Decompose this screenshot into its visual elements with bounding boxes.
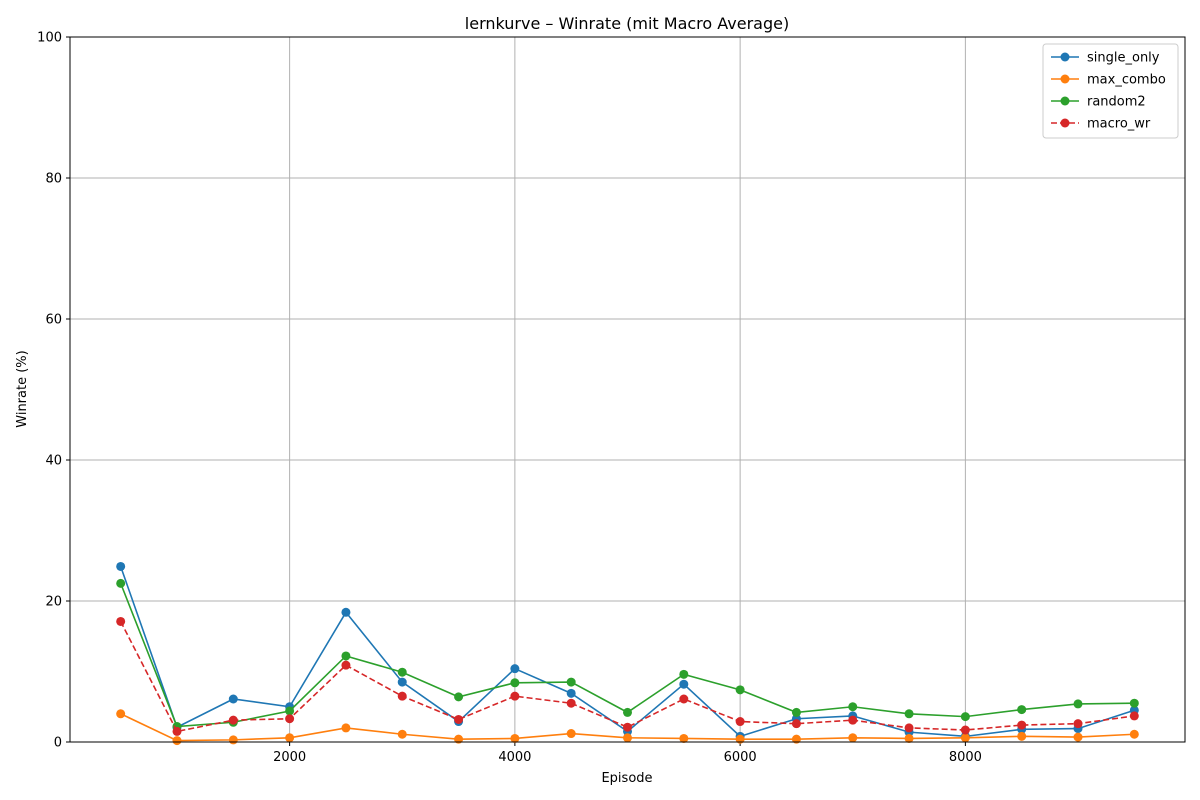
data-point-max_combo <box>1129 729 1139 739</box>
data-point-max_combo <box>285 733 295 743</box>
series-random2 <box>116 578 1139 731</box>
chart-title: lernkurve – Winrate (mit Macro Average) <box>465 14 789 33</box>
data-point-single_only <box>397 677 407 687</box>
x-tick-label: 2000 <box>273 750 306 765</box>
data-point-random2 <box>116 578 126 588</box>
data-point-max_combo <box>1017 731 1027 741</box>
data-point-single_only <box>679 679 689 689</box>
data-point-max_combo <box>510 733 520 743</box>
data-point-macro_wr <box>1017 720 1027 730</box>
data-point-max_combo <box>735 734 745 744</box>
x-axis: 2000 4000 6000 8000 <box>273 742 982 765</box>
data-point-max_combo <box>904 733 914 743</box>
data-point-max_combo <box>791 734 801 744</box>
data-point-max_combo <box>397 729 407 739</box>
data-point-macro_wr <box>960 725 970 735</box>
data-point-macro_wr <box>848 715 858 725</box>
legend-item-random2: random2 <box>1051 95 1146 110</box>
x-tick-label: 4000 <box>498 750 531 765</box>
legend-label: max_combo <box>1087 73 1166 88</box>
data-point-random2 <box>848 702 858 712</box>
data-point-random2 <box>904 709 914 719</box>
data-point-max_combo <box>172 736 182 746</box>
data-point-single_only <box>566 688 576 698</box>
y-axis-label: Winrate (%) <box>15 350 30 427</box>
y-tick-label: 40 <box>45 454 62 469</box>
data-point-macro_wr <box>285 714 295 724</box>
data-point-max_combo <box>228 735 238 745</box>
data-point-random2 <box>566 677 576 687</box>
data-point-max_combo <box>1073 732 1083 742</box>
data-point-random2 <box>454 692 464 702</box>
data-point-random2 <box>1017 705 1027 715</box>
legend-item-single_only: single_only <box>1051 51 1160 66</box>
data-point-random2 <box>397 667 407 677</box>
data-point-macro_wr <box>116 616 126 626</box>
data-point-random2 <box>510 678 520 688</box>
data-point-macro_wr <box>791 719 801 729</box>
legend-swatch-marker <box>1060 118 1070 128</box>
data-point-random2 <box>960 712 970 722</box>
data-point-random2 <box>341 651 351 661</box>
data-point-max_combo <box>566 729 576 739</box>
data-point-max_combo <box>341 723 351 733</box>
grid <box>70 36 1185 743</box>
data-point-macro_wr <box>904 723 914 733</box>
x-tick-label: 8000 <box>949 750 982 765</box>
legend-label: single_only <box>1087 51 1160 66</box>
legend-item-macro_wr: macro_wr <box>1051 117 1151 132</box>
data-point-max_combo <box>848 733 858 743</box>
data-point-single_only <box>510 664 520 674</box>
legend: single_only max_combo random2 macro_wr <box>1042 43 1179 139</box>
y-tick-label: 80 <box>45 172 62 187</box>
data-point-random2 <box>623 707 632 717</box>
data-point-macro_wr <box>623 722 632 732</box>
legend-label: random2 <box>1087 95 1146 110</box>
legend-label: macro_wr <box>1087 117 1151 132</box>
series-max_combo <box>116 709 1139 746</box>
data-point-single_only <box>116 561 126 571</box>
y-tick-label: 0 <box>54 736 62 751</box>
series-group <box>116 561 1139 746</box>
data-point-max_combo <box>960 733 970 743</box>
data-point-macro_wr <box>735 717 745 727</box>
data-point-max_combo <box>623 733 632 743</box>
plot-frame <box>69 36 1186 743</box>
data-point-macro_wr <box>341 660 351 670</box>
data-point-max_combo <box>454 734 464 744</box>
y-tick-label: 60 <box>45 313 62 328</box>
data-point-macro_wr <box>679 694 689 704</box>
legend-swatch-marker <box>1060 52 1070 62</box>
data-point-random2 <box>1073 699 1083 709</box>
data-point-random2 <box>791 707 801 717</box>
y-axis: 0 20 40 60 80 100 <box>37 31 70 751</box>
data-point-single_only <box>228 694 238 704</box>
data-point-macro_wr <box>1129 711 1139 721</box>
data-point-macro_wr <box>397 691 407 701</box>
data-point-macro_wr <box>172 726 182 736</box>
y-tick-label: 20 <box>45 595 62 610</box>
data-point-macro_wr <box>510 691 520 701</box>
series-macro_wr <box>116 616 1139 736</box>
data-point-single_only <box>341 607 351 617</box>
data-point-macro_wr <box>1073 719 1083 729</box>
data-point-random2 <box>679 669 689 679</box>
data-point-macro_wr <box>228 715 238 725</box>
y-tick-label: 100 <box>37 31 62 46</box>
legend-item-max_combo: max_combo <box>1051 73 1166 88</box>
data-point-random2 <box>285 706 295 716</box>
data-point-random2 <box>735 685 745 695</box>
data-point-random2 <box>1129 698 1139 708</box>
legend-box <box>1042 43 1179 139</box>
x-tick-label: 6000 <box>724 750 757 765</box>
data-point-macro_wr <box>454 714 464 724</box>
x-axis-label: Episode <box>601 771 652 786</box>
legend-swatch-marker <box>1060 96 1070 106</box>
legend-swatch-marker <box>1060 74 1070 84</box>
data-point-max_combo <box>116 709 126 719</box>
data-point-max_combo <box>679 733 689 743</box>
data-point-macro_wr <box>566 698 576 708</box>
